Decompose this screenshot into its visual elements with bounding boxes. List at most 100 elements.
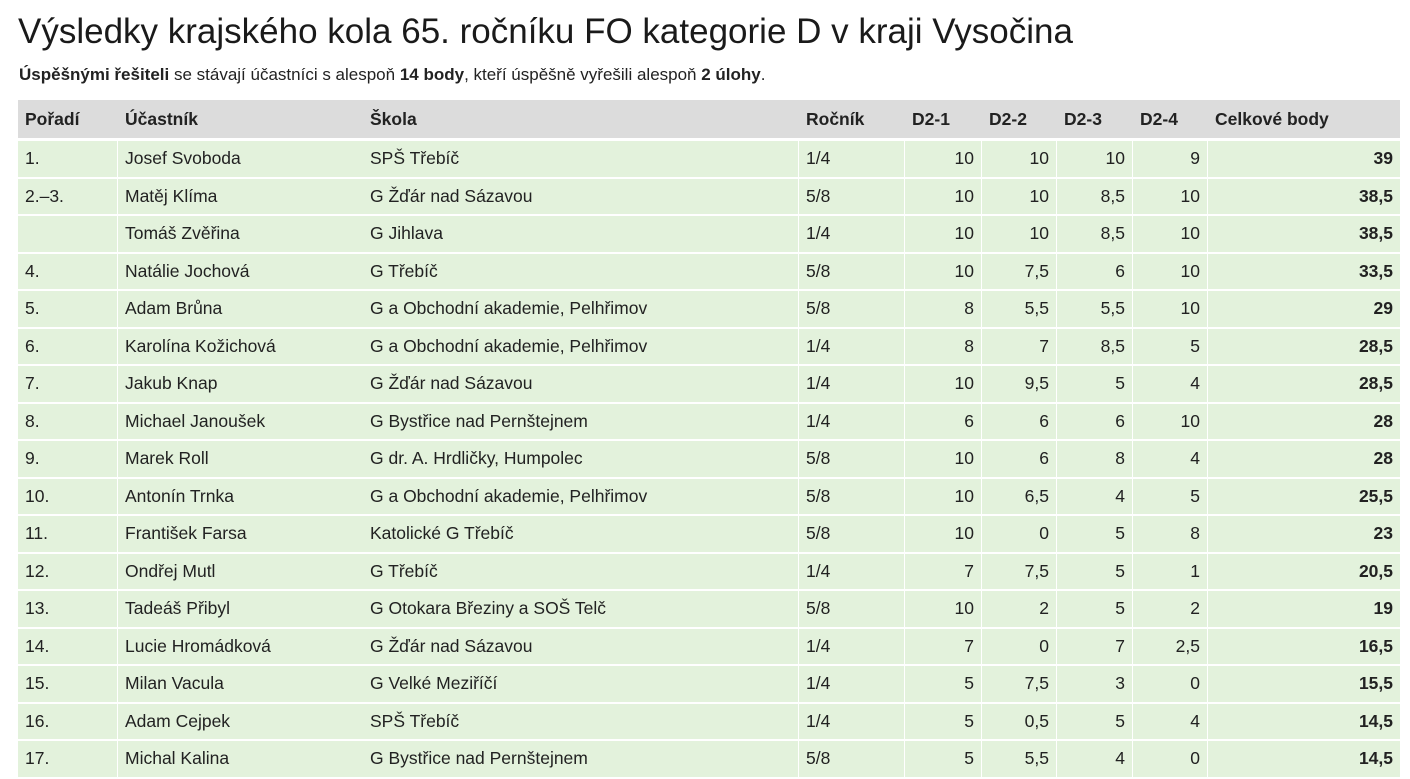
success-criteria-note: Úspěšnými řešiteli se stávají účastníci …: [19, 63, 765, 87]
note-text-1: se stávají účastníci s alespoň: [169, 65, 400, 84]
cell-grade: 1/4: [799, 402, 905, 440]
cell-participant: František Farsa: [118, 515, 363, 553]
cell-d2-1: 10: [905, 252, 982, 290]
cell-total-points: 16,5: [1208, 627, 1400, 665]
cell-d2-3: 5: [1057, 552, 1133, 590]
cell-participant: Tadeáš Přibyl: [118, 590, 363, 628]
cell-total-points: 29: [1208, 290, 1400, 328]
cell-total-points: 28: [1208, 440, 1400, 478]
cell-rank: 7.: [18, 365, 118, 403]
table-header-row: Pořadí Účastník Škola Ročník D2-1 D2-2 D…: [18, 100, 1400, 140]
cell-d2-2: 6,5: [982, 477, 1057, 515]
cell-d2-2: 7,5: [982, 552, 1057, 590]
cell-d2-1: 10: [905, 477, 982, 515]
cell-d2-3: 6: [1057, 252, 1133, 290]
cell-rank: 9.: [18, 440, 118, 478]
cell-participant: Marek Roll: [118, 440, 363, 478]
note-bold-tasks: 2 úlohy: [701, 65, 761, 84]
cell-total-points: 14,5: [1208, 740, 1400, 778]
cell-rank: 6.: [18, 327, 118, 365]
cell-participant: Michael Janoušek: [118, 402, 363, 440]
cell-school: G Bystřice nad Pernštejnem: [363, 740, 799, 778]
col-header-d2-3[interactable]: D2-3: [1057, 100, 1133, 140]
col-header-rank[interactable]: Pořadí: [18, 100, 118, 140]
cell-school: G a Obchodní akademie, Pelhřimov: [363, 327, 799, 365]
col-header-school[interactable]: Škola: [363, 100, 799, 140]
cell-participant: Adam Brůna: [118, 290, 363, 328]
cell-grade: 5/8: [799, 515, 905, 553]
cell-d2-3: 10: [1057, 140, 1133, 178]
cell-participant: Antonín Trnka: [118, 477, 363, 515]
cell-d2-1: 5: [905, 702, 982, 740]
cell-total-points: 33,5: [1208, 252, 1400, 290]
cell-d2-4: 2: [1133, 590, 1208, 628]
cell-d2-2: 5,5: [982, 290, 1057, 328]
col-header-d2-2[interactable]: D2-2: [982, 100, 1057, 140]
cell-rank: 15.: [18, 665, 118, 703]
cell-participant: Michal Kalina: [118, 740, 363, 778]
table-row: 14. Lucie Hromádková G Žďár nad Sázavou 1/4…: [18, 627, 1400, 665]
cell-school: Katolické G Třebíč: [363, 515, 799, 553]
cell-participant: Josef Svoboda: [118, 140, 363, 178]
table-row: 10. Antonín Trnka G a Obchodní akademie, P…: [18, 477, 1400, 515]
cell-d2-1: 10: [905, 365, 982, 403]
results-table: Pořadí Účastník Škola Ročník D2-1 D2-2 D…: [18, 100, 1400, 778]
col-header-d2-1[interactable]: D2-1: [905, 100, 982, 140]
col-header-participant[interactable]: Účastník: [118, 100, 363, 140]
table-row: 13. Tadeáš Přibyl G Otokara Březiny a SOŠ …: [18, 590, 1400, 628]
table-row: 2.–3. Matěj Klíma G Žďár nad Sázavou 5/8 10 1…: [18, 177, 1400, 215]
table-row: Tomáš Zvěřina G Jihlava 1/4 10 10 8,5 10 38,5: [18, 215, 1400, 253]
cell-d2-4: 0: [1133, 740, 1208, 778]
cell-rank: 17.: [18, 740, 118, 778]
cell-d2-2: 5,5: [982, 740, 1057, 778]
cell-total-points: 20,5: [1208, 552, 1400, 590]
cell-d2-3: 6: [1057, 402, 1133, 440]
table-row: 6. Karolína Kožichová G a Obchodní akademi…: [18, 327, 1400, 365]
cell-d2-4: 4: [1133, 365, 1208, 403]
cell-grade: 5/8: [799, 440, 905, 478]
cell-d2-4: 4: [1133, 440, 1208, 478]
cell-school: G Jihlava: [363, 215, 799, 253]
cell-total-points: 39: [1208, 140, 1400, 178]
cell-d2-4: 10: [1133, 252, 1208, 290]
table-row: 1. Josef Svoboda SPŠ Třebíč 1/4 10 10 10 9 39: [18, 140, 1400, 178]
cell-d2-4: 1: [1133, 552, 1208, 590]
cell-grade: 5/8: [799, 477, 905, 515]
cell-participant: Milan Vacula: [118, 665, 363, 703]
cell-d2-1: 10: [905, 440, 982, 478]
cell-school: G Třebíč: [363, 552, 799, 590]
cell-participant: Tomáš Zvěřina: [118, 215, 363, 253]
cell-d2-3: 4: [1057, 477, 1133, 515]
note-bold-points: 14 body: [399, 65, 465, 84]
cell-d2-3: 5: [1057, 515, 1133, 553]
cell-grade: 5/8: [799, 740, 905, 778]
col-header-total-points[interactable]: Celkové body: [1208, 100, 1400, 140]
cell-rank: 12.: [18, 552, 118, 590]
table-row: 7. Jakub Knap G Žďár nad Sázavou 1/4 10 9,5 5 4…: [18, 365, 1400, 403]
cell-d2-2: 7: [982, 327, 1057, 365]
cell-school: G a Obchodní akademie, Pelhřimov: [363, 290, 799, 328]
cell-grade: 1/4: [799, 552, 905, 590]
cell-school: G Bystřice nad Pernštejnem: [363, 402, 799, 440]
table-row: 12. Ondřej Mutl G Třebíč 1/4 7 7,5 5 1 20,5: [18, 552, 1400, 590]
col-header-grade[interactable]: Ročník: [799, 100, 905, 140]
cell-d2-3: 5: [1057, 702, 1133, 740]
cell-total-points: 38,5: [1208, 177, 1400, 215]
cell-d2-2: 10: [982, 177, 1057, 215]
cell-d2-3: 8: [1057, 440, 1133, 478]
cell-total-points: 28: [1208, 402, 1400, 440]
cell-grade: 1/4: [799, 140, 905, 178]
cell-d2-2: 6: [982, 402, 1057, 440]
cell-school: G Žďár nad Sázavou: [363, 177, 799, 215]
cell-participant: Adam Cejpek: [118, 702, 363, 740]
cell-d2-1: 10: [905, 590, 982, 628]
col-header-d2-4[interactable]: D2-4: [1133, 100, 1208, 140]
cell-participant: Matěj Klíma: [118, 177, 363, 215]
cell-d2-1: 10: [905, 177, 982, 215]
cell-grade: 1/4: [799, 327, 905, 365]
cell-rank: 2.–3.: [18, 177, 118, 215]
cell-d2-3: 4: [1057, 740, 1133, 778]
cell-rank: 16.: [18, 702, 118, 740]
cell-d2-4: 0: [1133, 665, 1208, 703]
cell-d2-4: 9: [1133, 140, 1208, 178]
